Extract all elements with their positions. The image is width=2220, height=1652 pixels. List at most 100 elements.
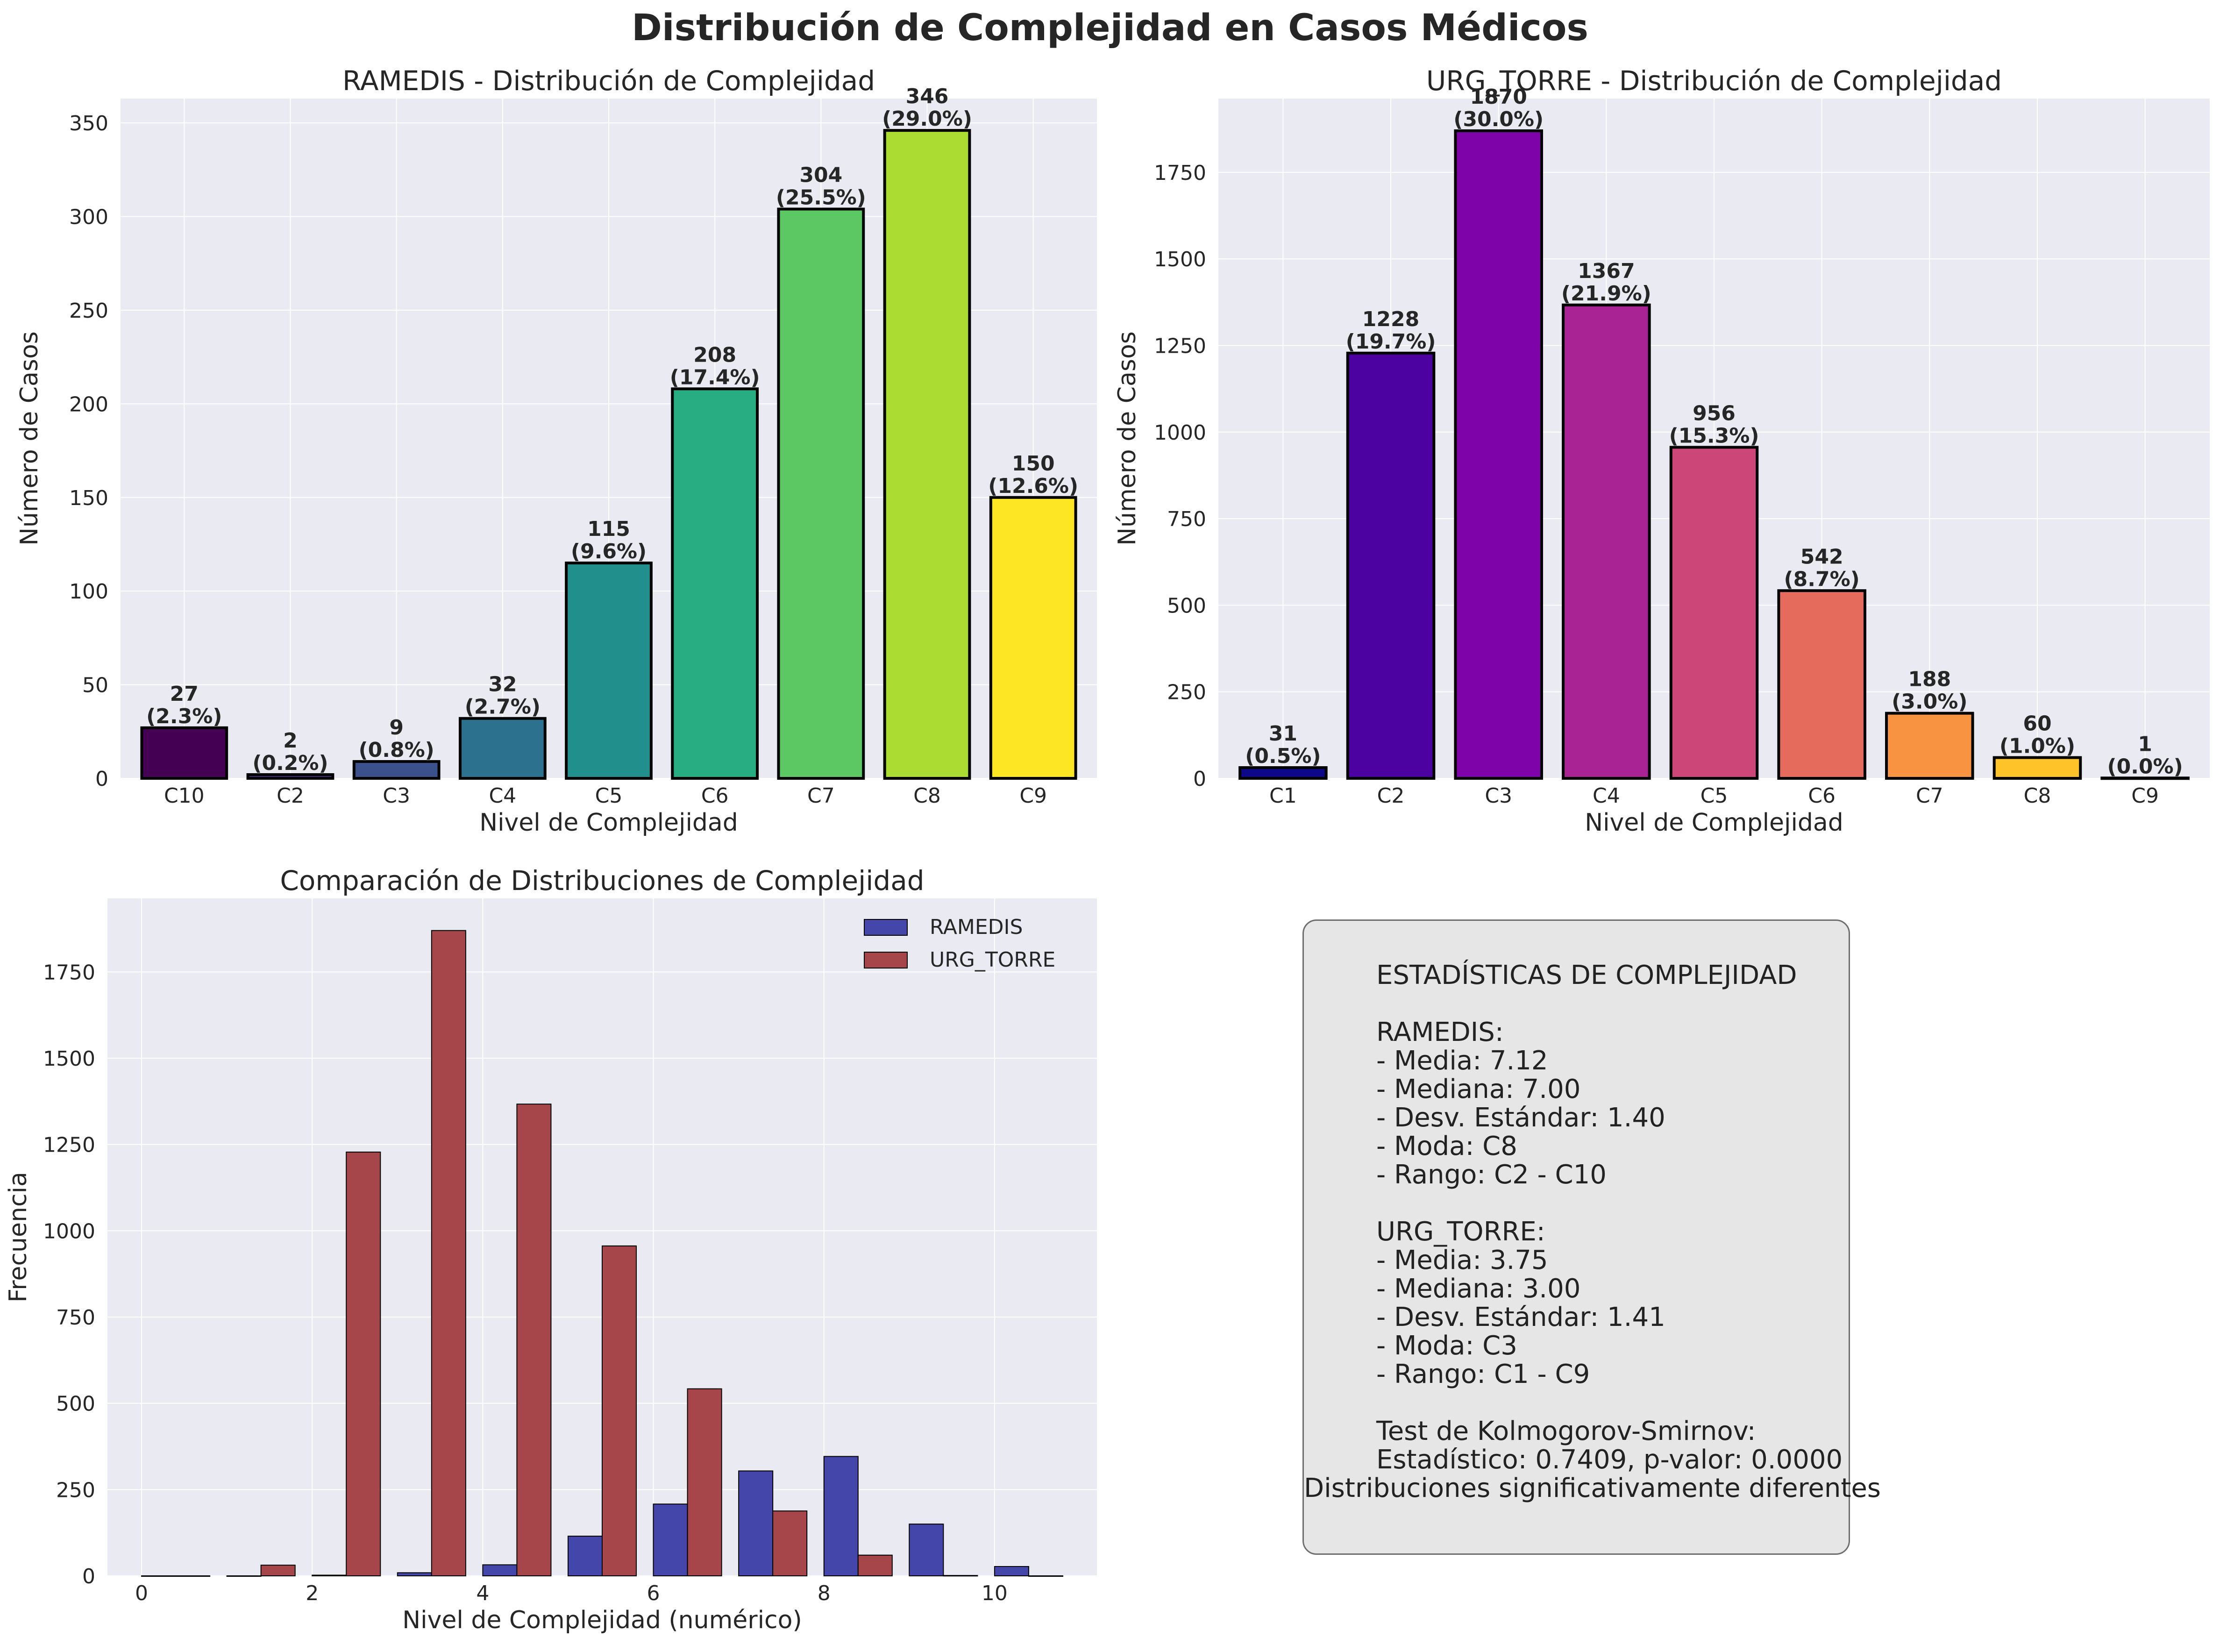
ramedis-bar bbox=[823, 1456, 859, 1577]
y-tick-label: 1750 bbox=[1154, 161, 1206, 185]
bar bbox=[777, 207, 865, 780]
x-axis-label: Nivel de Complejidad bbox=[1585, 809, 1843, 837]
stats-urg-line: - Media: 3.75 bbox=[1376, 1245, 1548, 1275]
bar bbox=[883, 129, 971, 780]
y-tick-label: 1000 bbox=[43, 1219, 95, 1243]
y-tick-label: 150 bbox=[69, 486, 108, 510]
bar-value-label: 1367 bbox=[1578, 259, 1635, 283]
x-tick-label: C8 bbox=[913, 784, 941, 808]
y-tick-label: 500 bbox=[1167, 594, 1206, 618]
bar-percent-label: (2.7%) bbox=[465, 695, 541, 719]
comparison-bar-chart: 0 250 500 750 1000 1250 1500 1750 Comparación de… bbox=[4, 865, 1097, 1634]
bar bbox=[458, 717, 547, 780]
legend-label: RAMEDIS bbox=[930, 915, 1023, 939]
statistics-text-box: ESTADÍSTICAS DE COMPLEJIDAD RAMEDIS: - M… bbox=[1302, 919, 1881, 1555]
bar-percent-label: (0.2%) bbox=[252, 751, 328, 775]
y-tick-label: 250 bbox=[1167, 681, 1206, 705]
bar-percent-label: (29.0%) bbox=[882, 107, 972, 131]
bar-value-label: 956 bbox=[1693, 401, 1736, 425]
stats-ks-conclusion: Distribuciones significativamente difere… bbox=[1304, 1473, 1881, 1503]
x-tick-label: 10 bbox=[982, 1581, 1008, 1605]
bar bbox=[1238, 766, 1328, 780]
urg-torre-bar bbox=[687, 1388, 722, 1576]
y-tick-label: 500 bbox=[56, 1392, 95, 1416]
y-tick-label: 0 bbox=[82, 1565, 95, 1588]
stats-title: ESTADÍSTICAS DE COMPLEJIDAD bbox=[1376, 960, 1797, 990]
x-tick-label: C8 bbox=[2024, 784, 2051, 808]
bar-value-label: 2 bbox=[283, 729, 298, 753]
bar-value-label: 32 bbox=[488, 673, 517, 697]
bar bbox=[565, 562, 653, 780]
stats-ramedis-line: - Rango: C2 - C10 bbox=[1376, 1160, 1607, 1190]
urg-torre-bar bbox=[857, 1554, 893, 1577]
ramedis-bar bbox=[482, 1564, 518, 1577]
x-tick-label: C5 bbox=[1701, 784, 1728, 808]
x-tick-label: 2 bbox=[306, 1581, 319, 1605]
urg-torre-bar bbox=[431, 930, 466, 1576]
y-tick-label: 250 bbox=[69, 299, 108, 323]
y-tick-label: 1500 bbox=[1154, 248, 1206, 271]
chart-title: RAMEDIS - Distribución de Complejidad bbox=[342, 65, 875, 97]
y-axis-label: Número de Casos bbox=[1113, 331, 1141, 546]
bar-value-label: 1 bbox=[2138, 732, 2152, 756]
x-tick-label: C10 bbox=[164, 784, 205, 808]
y-tick-label: 250 bbox=[56, 1478, 95, 1502]
y-tick-label: 1000 bbox=[1154, 421, 1206, 445]
x-tick-label: C6 bbox=[1808, 784, 1836, 808]
urg-torre-bar-chart: 0 250 500 750 1000 1250 1500 1750 URG_TORRE - Di… bbox=[1113, 65, 2210, 837]
y-tick-label: 750 bbox=[1167, 507, 1206, 531]
stats-urg-header: URG_TORRE: bbox=[1376, 1217, 1545, 1247]
legend-swatch bbox=[864, 952, 908, 968]
bar-percent-label: (1.0%) bbox=[1999, 734, 2075, 758]
stats-urg-line: - Moda: C3 bbox=[1376, 1331, 1517, 1361]
x-axis-label: Nivel de Complejidad (numérico) bbox=[402, 1606, 802, 1634]
ramedis-bar bbox=[994, 1566, 1029, 1577]
bar bbox=[1669, 446, 1759, 780]
bar bbox=[1885, 712, 1974, 780]
x-tick-label: C3 bbox=[383, 784, 410, 808]
x-tick-label: C9 bbox=[2131, 784, 2159, 808]
urg-torre-bar bbox=[602, 1245, 637, 1576]
stats-ramedis-line: - Mediana: 7.00 bbox=[1376, 1074, 1581, 1104]
ramedis-bar bbox=[312, 1574, 347, 1577]
bar-value-label: 208 bbox=[693, 343, 736, 367]
x-tick-label: 8 bbox=[818, 1581, 831, 1605]
y-tick-label: 350 bbox=[69, 112, 108, 135]
bar-value-label: 9 bbox=[389, 716, 404, 740]
y-tick-label: 0 bbox=[95, 767, 108, 791]
x-tick-label: C4 bbox=[1593, 784, 1620, 808]
bar-percent-label: (8.7%) bbox=[1784, 567, 1860, 591]
y-tick-label: 1250 bbox=[43, 1133, 95, 1157]
bar bbox=[671, 387, 759, 780]
stats-urg-line: - Mediana: 3.00 bbox=[1376, 1274, 1581, 1304]
bar-percent-label: (3.0%) bbox=[1892, 690, 1967, 714]
x-tick-label: C6 bbox=[701, 784, 729, 808]
y-tick-label: 1250 bbox=[1154, 334, 1206, 358]
x-tick-label: 6 bbox=[647, 1581, 660, 1605]
bar-value-label: 115 bbox=[587, 517, 630, 541]
bar-value-label: 304 bbox=[799, 163, 842, 187]
bar-percent-label: (2.3%) bbox=[146, 705, 222, 728]
bar-percent-label: (0.5%) bbox=[1245, 744, 1321, 768]
chart-title: URG_TORRE - Distribución de Complejidad bbox=[1426, 65, 2002, 97]
figure-title: Distribución de Complejidad en Casos Méd… bbox=[632, 7, 1588, 49]
stats-ks-result: Estadístico: 0.7409, p-valor: 0.0000 bbox=[1376, 1445, 1843, 1475]
stats-ramedis-line: - Media: 7.12 bbox=[1376, 1046, 1548, 1076]
bar bbox=[1562, 303, 1651, 780]
bar-percent-label: (30.0%) bbox=[1453, 107, 1544, 131]
x-tick-label: C4 bbox=[489, 784, 516, 808]
y-axis-label: Frecuencia bbox=[4, 1172, 32, 1303]
stats-ks-header: Test de Kolmogorov-Smirnov: bbox=[1376, 1416, 1756, 1446]
ramedis-bar bbox=[653, 1503, 688, 1577]
x-tick-label: C7 bbox=[807, 784, 835, 808]
bar-value-label: 60 bbox=[2023, 712, 2051, 736]
x-tick-label: 4 bbox=[476, 1581, 489, 1605]
bar-percent-label: (12.6%) bbox=[988, 474, 1078, 498]
x-axis-label: Nivel de Complejidad bbox=[479, 809, 738, 837]
bar-percent-label: (0.8%) bbox=[359, 738, 434, 762]
ramedis-bar bbox=[909, 1524, 944, 1576]
x-tick-label: C9 bbox=[1019, 784, 1047, 808]
bar-value-label: 1228 bbox=[1362, 307, 1419, 331]
ramedis-bar bbox=[738, 1470, 774, 1577]
stats-urg-line: - Desv. Estándar: 1.41 bbox=[1376, 1302, 1665, 1332]
